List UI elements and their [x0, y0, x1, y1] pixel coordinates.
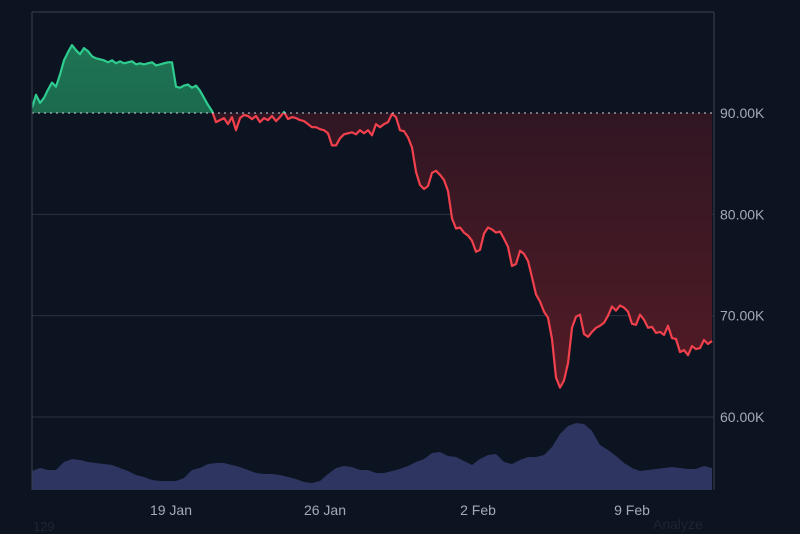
y-tick-label: 90.00K — [720, 105, 765, 121]
count-label: 129 — [33, 519, 55, 534]
x-tick-label: 2 Feb — [460, 502, 496, 518]
price-line — [32, 44, 713, 389]
y-tick-label: 80.00K — [720, 206, 765, 222]
x-tick-label: 19 Jan — [150, 502, 192, 518]
volume-area — [32, 423, 712, 490]
y-tick-label: 60.00K — [720, 409, 765, 425]
y-axis: 90.00K 80.00K 70.00K 60.00K — [720, 105, 765, 425]
price-area — [32, 45, 712, 388]
x-axis: 19 Jan 26 Jan 2 Feb 9 Feb — [150, 502, 650, 518]
x-tick-label: 9 Feb — [614, 502, 650, 518]
y-tick-label: 70.00K — [720, 308, 765, 324]
x-tick-label: 26 Jan — [304, 502, 346, 518]
chart-frame — [31, 11, 715, 490]
analyze-button[interactable]: Analyze — [653, 516, 703, 532]
